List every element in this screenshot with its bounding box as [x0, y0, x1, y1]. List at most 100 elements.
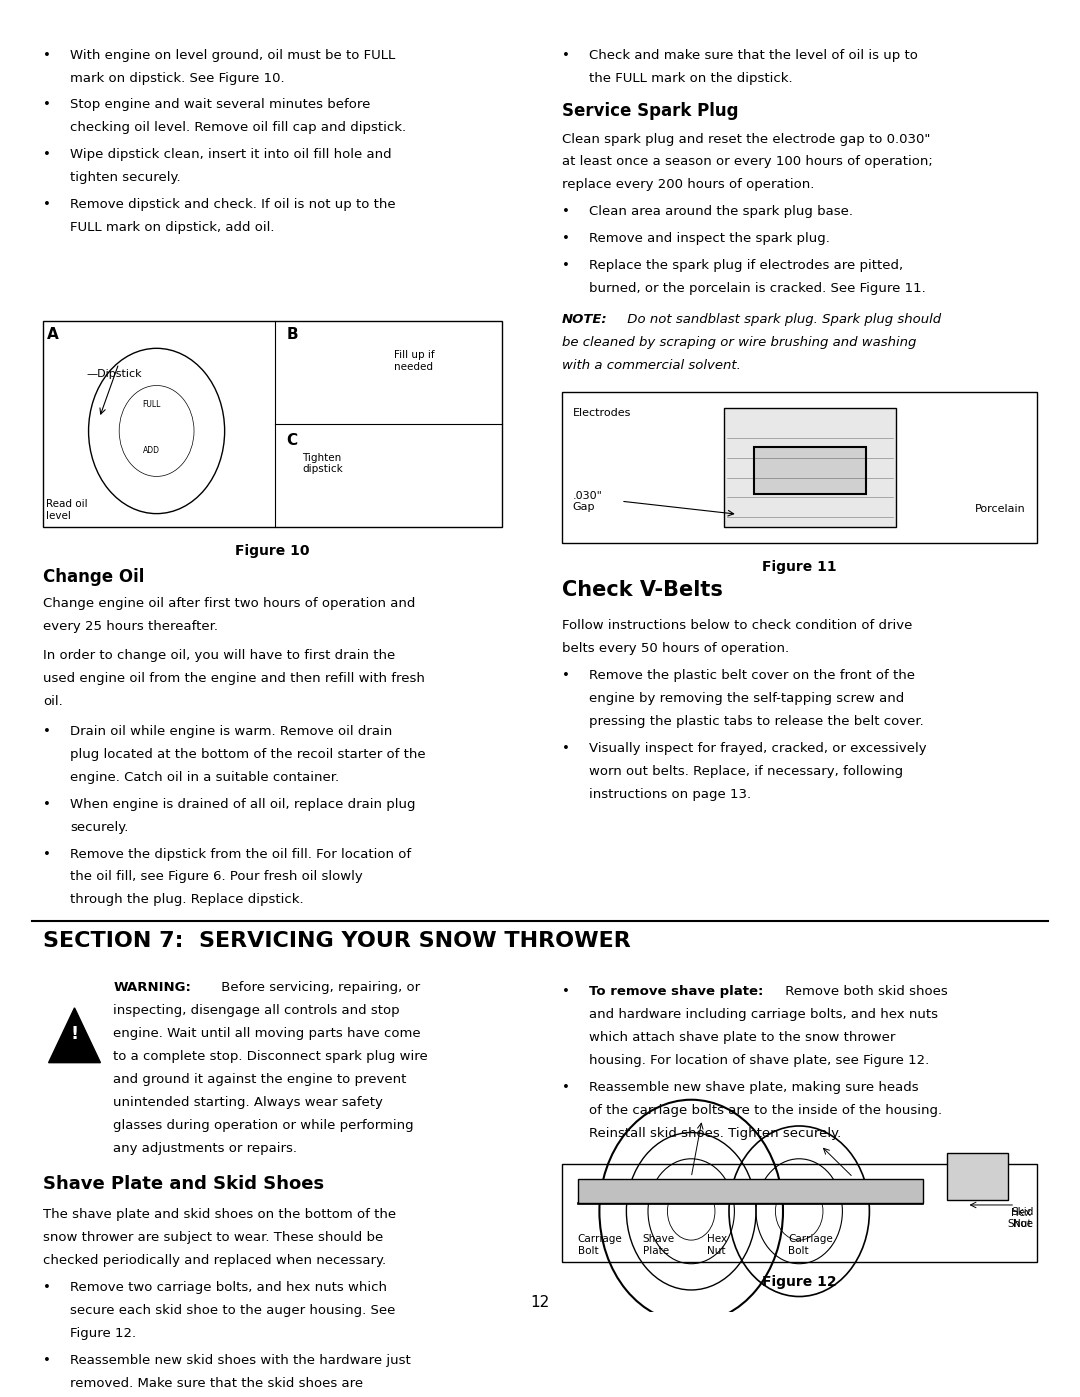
Text: secure each skid shoe to the auger housing. See: secure each skid shoe to the auger housi… [70, 1303, 395, 1317]
Text: ADD: ADD [143, 446, 160, 455]
Text: •: • [43, 198, 51, 211]
Text: which attach shave plate to the snow thrower: which attach shave plate to the snow thr… [589, 1031, 895, 1044]
Text: A: A [46, 327, 58, 342]
Polygon shape [49, 1007, 100, 1063]
Text: removed. Make sure that the skid shoes are: removed. Make sure that the skid shoes a… [70, 1377, 363, 1390]
Text: Remove both skid shoes: Remove both skid shoes [781, 985, 947, 999]
Text: checking oil level. Remove oil fill cap and dipstick.: checking oil level. Remove oil fill cap … [70, 122, 406, 134]
Text: .030"
Gap: .030" Gap [572, 490, 603, 513]
Text: •: • [562, 742, 569, 754]
Text: Change Oil: Change Oil [43, 569, 145, 587]
Text: !: ! [70, 1025, 79, 1044]
FancyBboxPatch shape [947, 1154, 1008, 1200]
Text: oil.: oil. [43, 696, 63, 708]
Text: •: • [43, 1354, 51, 1366]
Text: Remove dipstick and check. If oil is not up to the: Remove dipstick and check. If oil is not… [70, 198, 396, 211]
Text: •: • [43, 848, 51, 861]
Text: Check V-Belts: Check V-Belts [562, 580, 723, 599]
Text: every 25 hours thereafter.: every 25 hours thereafter. [43, 620, 218, 633]
Text: Reinstall skid shoes. Tighten securely.: Reinstall skid shoes. Tighten securely. [589, 1127, 841, 1140]
Text: at least once a season or every 100 hours of operation;: at least once a season or every 100 hour… [562, 155, 932, 169]
Text: •: • [562, 49, 569, 61]
Text: FULL: FULL [141, 400, 161, 409]
Text: Figure 12: Figure 12 [761, 1275, 837, 1289]
Text: •: • [562, 985, 569, 999]
Text: When engine is drained of all oil, replace drain plug: When engine is drained of all oil, repla… [70, 798, 416, 810]
Text: Follow instructions below to check condition of drive: Follow instructions below to check condi… [562, 619, 912, 633]
Text: burned, or the porcelain is cracked. See Figure 11.: burned, or the porcelain is cracked. See… [589, 282, 926, 295]
Text: B: B [286, 327, 298, 342]
Text: Skid
Shoe: Skid Shoe [1008, 1207, 1034, 1229]
FancyBboxPatch shape [755, 447, 865, 495]
Text: •: • [43, 49, 51, 61]
FancyBboxPatch shape [578, 1179, 923, 1203]
Text: Clean area around the spark plug base.: Clean area around the spark plug base. [589, 205, 852, 218]
Text: Clean spark plug and reset the electrode gap to 0.030": Clean spark plug and reset the electrode… [562, 133, 930, 145]
Text: Electrodes: Electrodes [572, 408, 631, 418]
Text: worn out belts. Replace, if necessary, following: worn out belts. Replace, if necessary, f… [589, 764, 903, 778]
Text: Hex
Nut: Hex Nut [1011, 1207, 1031, 1229]
Text: •: • [43, 98, 51, 112]
Text: Change engine oil after first two hours of operation and: Change engine oil after first two hours … [43, 597, 416, 610]
Text: and ground it against the engine to prevent: and ground it against the engine to prev… [113, 1073, 407, 1085]
Text: Remove the dipstick from the oil fill. For location of: Remove the dipstick from the oil fill. F… [70, 848, 411, 861]
Text: Fill up if
needed: Fill up if needed [394, 351, 435, 372]
Text: Tighten
dipstick: Tighten dipstick [302, 453, 343, 474]
FancyBboxPatch shape [562, 393, 1037, 543]
Text: any adjustments or repairs.: any adjustments or repairs. [113, 1141, 297, 1155]
Text: •: • [562, 1081, 569, 1094]
Text: of the carriage bolts are to the inside of the housing.: of the carriage bolts are to the inside … [589, 1104, 942, 1118]
Text: through the plug. Replace dipstick.: through the plug. Replace dipstick. [70, 894, 303, 907]
Text: Shave
Plate: Shave Plate [643, 1234, 675, 1256]
Text: with a commercial solvent.: with a commercial solvent. [562, 359, 741, 372]
Text: To remove shave plate:: To remove shave plate: [589, 985, 762, 999]
Text: Remove and inspect the spark plug.: Remove and inspect the spark plug. [589, 232, 829, 246]
Text: Before servicing, repairing, or: Before servicing, repairing, or [217, 981, 420, 995]
Text: •: • [43, 725, 51, 738]
FancyBboxPatch shape [724, 408, 896, 528]
Text: FULL mark on dipstick, add oil.: FULL mark on dipstick, add oil. [70, 221, 274, 235]
Text: •: • [562, 669, 569, 682]
Text: engine. Wait until all moving parts have come: engine. Wait until all moving parts have… [113, 1027, 421, 1041]
Text: pressing the plastic tabs to release the belt cover.: pressing the plastic tabs to release the… [589, 715, 923, 728]
Text: •: • [562, 205, 569, 218]
Text: Do not sandblast spark plug. Spark plug should: Do not sandblast spark plug. Spark plug … [623, 313, 942, 326]
Text: instructions on page 13.: instructions on page 13. [589, 788, 751, 800]
Text: to a complete stop. Disconnect spark plug wire: to a complete stop. Disconnect spark plu… [113, 1051, 428, 1063]
Text: •: • [43, 148, 51, 161]
Text: replace every 200 hours of operation.: replace every 200 hours of operation. [562, 179, 814, 191]
Text: Wipe dipstick clean, insert it into oil fill hole and: Wipe dipstick clean, insert it into oil … [70, 148, 392, 161]
Text: housing. For location of shave plate, see Figure 12.: housing. For location of shave plate, se… [589, 1055, 929, 1067]
Text: Carriage
Bolt: Carriage Bolt [578, 1234, 622, 1256]
Text: used engine oil from the engine and then refill with fresh: used engine oil from the engine and then… [43, 672, 426, 686]
Text: WARNING:: WARNING: [113, 981, 191, 995]
Text: the oil fill, see Figure 6. Pour fresh oil slowly: the oil fill, see Figure 6. Pour fresh o… [70, 870, 363, 883]
Text: Figure 12.: Figure 12. [70, 1327, 136, 1340]
Text: Read oil
level: Read oil level [46, 499, 89, 521]
Text: Remove two carriage bolts, and hex nuts which: Remove two carriage bolts, and hex nuts … [70, 1281, 388, 1294]
Text: Porcelain: Porcelain [975, 504, 1026, 514]
Text: unintended starting. Always wear safety: unintended starting. Always wear safety [113, 1097, 383, 1109]
Text: The shave plate and skid shoes on the bottom of the: The shave plate and skid shoes on the bo… [43, 1208, 396, 1221]
Text: Shave Plate and Skid Shoes: Shave Plate and Skid Shoes [43, 1175, 324, 1193]
Text: Stop engine and wait several minutes before: Stop engine and wait several minutes bef… [70, 98, 370, 112]
Text: Check and make sure that the level of oil is up to: Check and make sure that the level of oi… [589, 49, 918, 61]
Text: mark on dipstick. See Figure 10.: mark on dipstick. See Figure 10. [70, 71, 285, 84]
Text: •: • [43, 1281, 51, 1294]
Text: With engine on level ground, oil must be to FULL: With engine on level ground, oil must be… [70, 49, 395, 61]
Text: plug located at the bottom of the recoil starter of the: plug located at the bottom of the recoil… [70, 747, 426, 761]
Text: Shear Pin: Shear Pin [659, 1180, 712, 1190]
Text: In order to change oil, you will have to first drain the: In order to change oil, you will have to… [43, 650, 395, 662]
Text: •: • [43, 798, 51, 810]
Text: C: C [286, 433, 297, 448]
Text: Reassemble new skid shoes with the hardware just: Reassemble new skid shoes with the hardw… [70, 1354, 411, 1366]
Text: •: • [562, 258, 569, 272]
Text: Replace the spark plug if electrodes are pitted,: Replace the spark plug if electrodes are… [589, 258, 903, 272]
Text: and hardware including carriage bolts, and hex nuts: and hardware including carriage bolts, a… [589, 1009, 937, 1021]
Text: be cleaned by scraping or wire brushing and washing: be cleaned by scraping or wire brushing … [562, 335, 916, 349]
Text: Remove the plastic belt cover on the front of the: Remove the plastic belt cover on the fro… [589, 669, 915, 682]
Text: checked periodically and replaced when necessary.: checked periodically and replaced when n… [43, 1255, 387, 1267]
Text: snow thrower are subject to wear. These should be: snow thrower are subject to wear. These … [43, 1231, 383, 1245]
FancyBboxPatch shape [562, 1164, 1037, 1261]
Text: Visually inspect for frayed, cracked, or excessively: Visually inspect for frayed, cracked, or… [589, 742, 927, 754]
